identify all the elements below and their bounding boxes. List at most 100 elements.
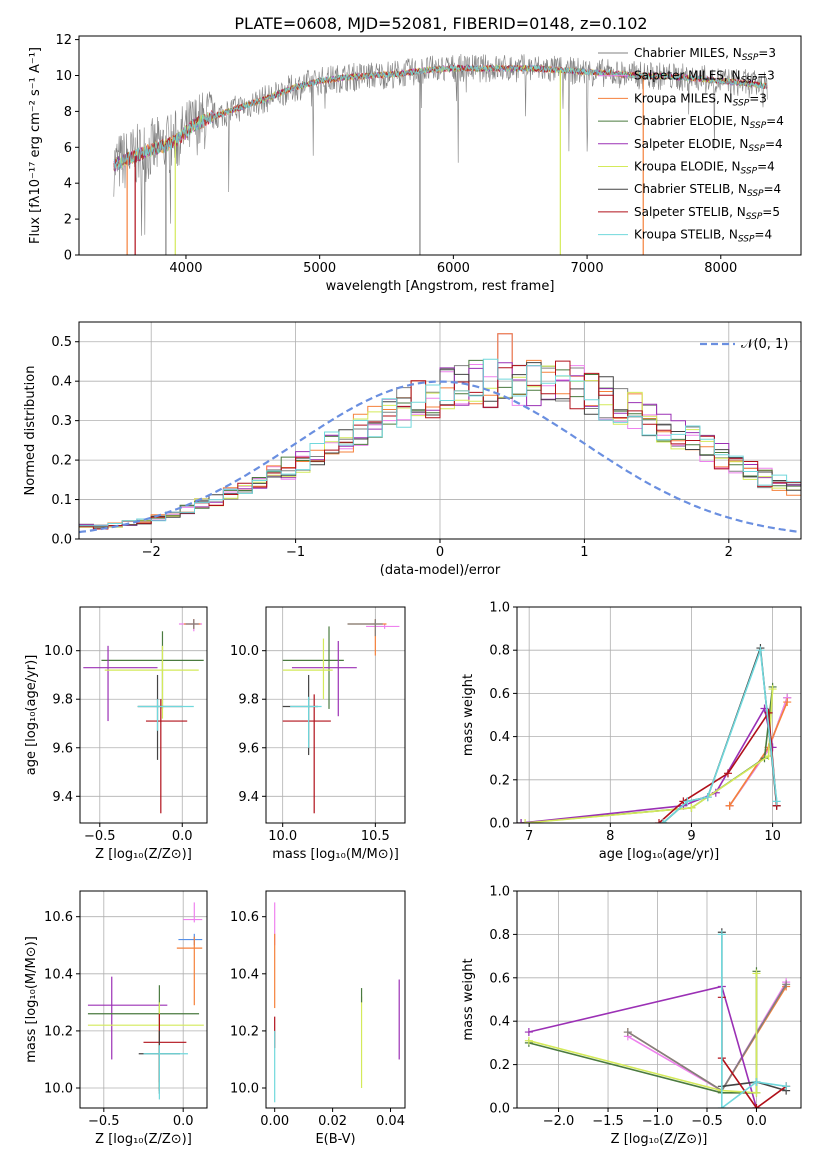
weight-series-chabrier_elodie [521, 686, 774, 823]
weight-marker [659, 819, 668, 823]
weight-marker [703, 793, 712, 802]
weight-marker [723, 769, 732, 778]
x-axis-label: E(B-V) [315, 1132, 355, 1147]
axes-frame [265, 890, 406, 1109]
legend-entry: Salpeter ELODIE, NSSP=4 [634, 137, 783, 154]
y-tick-label: 0.4 [489, 1015, 510, 1030]
weight-series-kroupa_elodie [528, 973, 758, 1094]
y-tick-label: 0.0 [51, 533, 72, 548]
axes-frame [516, 606, 802, 824]
y-tick-label: 0.6 [489, 687, 510, 702]
x-axis-label: (data-model)/error [380, 563, 501, 578]
y-tick-label: 10.2 [44, 1024, 73, 1039]
weight-marker [782, 980, 791, 989]
y-tick-label: 10.2 [230, 1024, 259, 1039]
chart-spectrum: 4000 5000 6000 7000 8000 0 2 4 6 8 10 12 wavelength … [28, 33, 802, 294]
weight-marker [756, 646, 765, 655]
normal-curve [79, 380, 799, 534]
y-axis-label: mass weight [461, 674, 476, 756]
x-tick-label: −0.5 [84, 829, 116, 844]
y-tick-label: 0.1 [51, 493, 72, 508]
x-tick-label: −0.5 [691, 1114, 723, 1129]
weight-series-kroupa_stelib [721, 934, 787, 1108]
chart-ebv_mass: 0.00 0.02 0.04 10.0 10.2 10.4 10.6 E(B-V) [230, 890, 406, 1147]
x-tick-label: 6000 [437, 261, 470, 276]
y-tick-label: 0.0 [489, 817, 510, 832]
y-tick-label: 10.0 [230, 644, 259, 659]
chart-z_age: −0.5 0.0 9.4 9.6 9.8 10.0 Z [log₁₀(Z/Z⊙)] age [… [24, 606, 208, 862]
y-tick-label: 12 [55, 33, 72, 48]
x-tick-label: 1 [580, 545, 588, 560]
y-tick-label: 9.4 [52, 790, 73, 805]
figure-title: PLATE=0608, MJD=52081, FIBERID=0148, z=0… [234, 14, 647, 33]
y-tick-label: 0.8 [489, 644, 510, 659]
chart-residuals: −2 −1 0 1 2 0.0 0.1 0.2 0.3 0.4 0.5 (data-model)/er… [23, 321, 802, 578]
x-axis-label: wavelength [Angstrom, rest frame] [326, 279, 555, 294]
plot-area [274, 902, 400, 1103]
x-tick-label: 8 [606, 829, 614, 844]
weight-series-chabrier_stelib [662, 647, 778, 823]
chart-mass_age: 10.0 10.5 9.4 9.6 9.8 10.0 mass [log₁₀(M/M⊙)] [230, 606, 406, 862]
y-axis-label: mass [log₁₀(M/M⊙)] [24, 936, 39, 1063]
x-tick-label: 2 [725, 545, 733, 560]
legend-entry: Kroupa STELIB, NSSP=4 [634, 228, 772, 245]
x-tick-label: 0 [436, 545, 444, 560]
weight-marker [752, 1088, 761, 1097]
weight-marker [752, 1077, 761, 1086]
x-axis-label: Z [log₁₀(Z/Z⊙)] [611, 1132, 708, 1147]
weight-marker [623, 1028, 632, 1037]
weight-marker [768, 685, 777, 694]
y-tick-label: 9.8 [52, 693, 73, 708]
y-tick-label: 0.8 [489, 928, 510, 943]
y-tick-label: 0.5 [51, 335, 72, 350]
x-tick-label: −0.5 [88, 1114, 120, 1129]
legend: Chabrier MILES, NSSP=3 Salpeter MILES, NS… [598, 46, 784, 245]
chart-z_mass: −0.5 0.0 10.0 10.2 10.4 10.6 Z [log₁₀(Z/Z⊙)] ma… [24, 890, 208, 1147]
x-axis-label: Z [log₁₀(Z/Z⊙)] [95, 847, 192, 862]
axes-frame [79, 890, 208, 1109]
legend-entry: Chabrier STELIB, NSSP=4 [634, 182, 781, 199]
y-tick-label: 0.2 [489, 1058, 510, 1073]
x-tick-label: −1 [286, 545, 305, 560]
y-tick-label: 0.2 [489, 773, 510, 788]
x-tick-label: −1.5 [592, 1114, 624, 1129]
y-tick-label: 0.4 [51, 375, 72, 390]
x-tick-label: 0.02 [318, 1114, 347, 1129]
x-tick-label: 0.0 [746, 1114, 767, 1129]
legend-entry: 𝒩(0, 1) [741, 337, 788, 352]
y-tick-label: 10 [55, 69, 72, 84]
x-tick-label: 10.5 [361, 829, 390, 844]
x-tick-label: 10.0 [268, 829, 297, 844]
weight-marker [655, 819, 663, 823]
y-tick-label: 1.0 [489, 601, 510, 616]
weight-marker [752, 969, 761, 978]
weight-marker [717, 1104, 726, 1108]
axes-frame [516, 890, 802, 1109]
y-tick-label: 10.0 [44, 644, 73, 659]
y-tick-label: 0.0 [489, 1102, 510, 1117]
y-tick-label: 0 [64, 249, 72, 264]
x-tick-label: 7 [525, 829, 533, 844]
weight-marker [783, 698, 792, 707]
x-axis-label: age [log₁₀(age/yr)] [599, 847, 720, 862]
weight-marker [764, 708, 773, 717]
spectrum-series-kroupa_stelib [113, 64, 768, 170]
weight-series-salpeter_elodie [521, 706, 774, 823]
plot-area [524, 928, 791, 1108]
weight-marker [524, 1036, 533, 1045]
x-tick-label: 5000 [303, 261, 336, 276]
weight-marker [517, 819, 526, 823]
weight-marker [772, 797, 781, 806]
weight-series-chabrier_stelib [721, 932, 787, 1092]
y-axis-label: Flux [fλ10⁻¹⁷ erg cm⁻² s⁻¹ A⁻¹] [28, 47, 43, 244]
y-tick-label: 10.6 [44, 910, 73, 925]
weight-marker [524, 1028, 533, 1037]
weight-marker [752, 1104, 761, 1108]
y-tick-label: 10.4 [230, 967, 259, 982]
y-tick-label: 10.4 [44, 967, 73, 982]
x-tick-label: 0.00 [260, 1114, 289, 1129]
plot-area [79, 333, 801, 539]
y-tick-label: 9.4 [238, 790, 259, 805]
plot-area [83, 619, 204, 814]
weight-marker [687, 803, 696, 812]
